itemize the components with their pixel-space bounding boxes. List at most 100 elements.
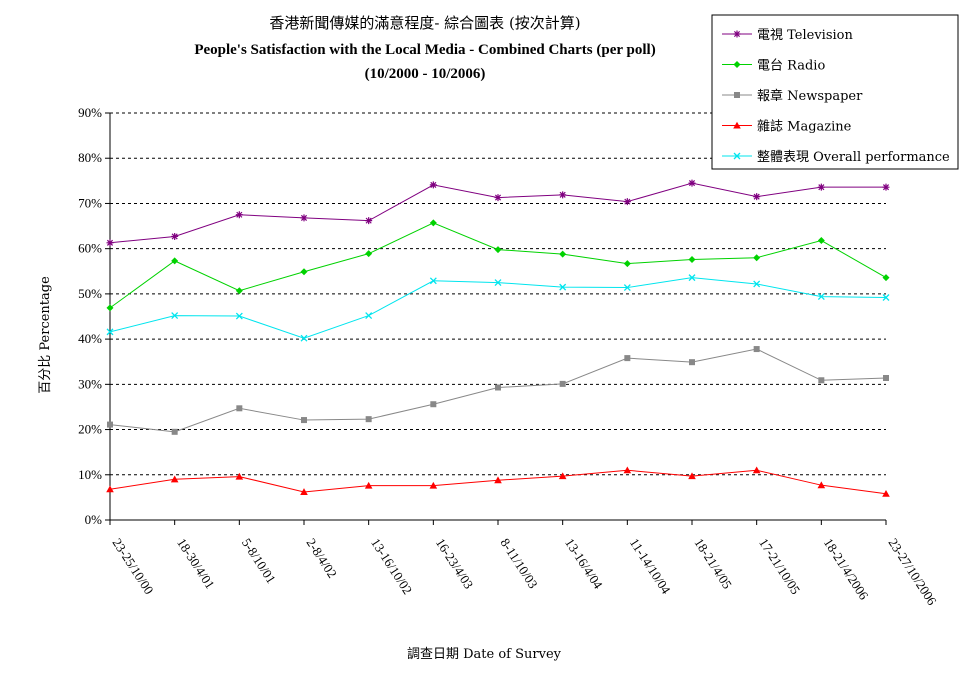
data-point	[688, 179, 696, 187]
data-point	[106, 328, 114, 336]
data-point	[689, 359, 695, 366]
data-point	[301, 417, 307, 424]
data-point	[883, 375, 889, 382]
axes	[109, 113, 886, 521]
data-point	[559, 191, 567, 199]
y-axis-label: 百分比 Percentage	[38, 276, 53, 394]
series-1	[106, 219, 890, 312]
y-tick-label: 60%	[78, 241, 102, 256]
data-point	[559, 250, 567, 258]
data-point	[623, 260, 631, 268]
data-point	[236, 405, 243, 412]
data-point	[364, 481, 373, 489]
y-tick-label: 90%	[78, 105, 102, 120]
data-point	[623, 284, 631, 292]
data-point	[300, 214, 308, 222]
chart-title: 香港新聞傳媒的滿意程度- 綜合圖表 (按次計算)	[269, 14, 580, 32]
data-point	[430, 401, 437, 408]
data-point	[623, 466, 632, 474]
data-point	[365, 416, 372, 423]
data-point	[688, 256, 696, 264]
data-point	[300, 488, 308, 496]
legend-label: 報章 Newspaper	[757, 88, 863, 104]
data-point	[559, 283, 567, 291]
chart-subtitle: People's Satisfaction with the Local Med…	[194, 42, 655, 58]
data-point	[882, 274, 890, 282]
legend-item: 電視 Television	[722, 28, 853, 43]
legend-marker	[733, 30, 741, 38]
y-tick-label: 30%	[78, 376, 102, 391]
data-point	[106, 485, 114, 493]
data-point	[688, 472, 696, 480]
y-tick-label: 80%	[78, 150, 102, 165]
chart-period: (10/2000 - 10/2006)	[365, 66, 486, 82]
legend-item: 電台 Radio	[722, 59, 825, 74]
data-point	[753, 254, 761, 262]
y-axis-ticks: 0% 10% 20% 30% 40% 50% 60% 70% 80% 90%	[78, 105, 110, 527]
data-point	[365, 217, 373, 225]
data-point	[235, 211, 243, 219]
data-point	[171, 428, 178, 435]
legend-label: 電視 Television	[757, 28, 853, 43]
data-point	[171, 312, 179, 320]
data-point	[170, 475, 179, 483]
series-group	[106, 179, 890, 497]
data-point	[429, 181, 437, 189]
legend-marker	[733, 152, 741, 160]
legend-box	[711, 14, 959, 170]
data-point	[365, 312, 373, 320]
legend-item: 整體表現 Overall performance	[722, 150, 950, 165]
data-point	[171, 232, 179, 240]
data-point	[429, 481, 438, 489]
data-point	[494, 246, 502, 254]
y-tick-label: 10%	[78, 467, 102, 482]
data-point	[429, 277, 437, 285]
series-3	[106, 466, 890, 497]
legend-label: 整體表現 Overall performance	[757, 150, 950, 165]
data-point	[494, 476, 502, 484]
data-point	[106, 239, 114, 247]
data-point	[753, 346, 760, 353]
legend-marker	[733, 61, 741, 68]
data-point	[558, 472, 567, 480]
data-point	[429, 219, 437, 227]
data-point	[818, 377, 825, 384]
data-point	[171, 257, 179, 265]
data-point	[235, 287, 243, 295]
legend-label: 電台 Radio	[757, 59, 825, 74]
y-tick-label: 20%	[78, 422, 102, 437]
data-point	[623, 198, 631, 206]
data-point	[882, 183, 890, 191]
data-point	[882, 294, 890, 301]
legend-marker	[733, 121, 741, 129]
legend: 電視 Television 電台 Radio 報章 Newspaper 雜誌 Maga…	[711, 14, 959, 170]
data-point	[365, 250, 373, 258]
y-tick-label: 40%	[78, 331, 102, 346]
data-point	[817, 237, 825, 245]
legend-item: 雜誌 Magazine	[722, 119, 852, 135]
y-tick-label: 50%	[78, 286, 102, 301]
data-point	[235, 312, 243, 320]
data-point	[495, 384, 501, 391]
data-point	[107, 421, 113, 428]
data-point	[300, 334, 308, 342]
series-2	[107, 346, 889, 435]
legend-item: 報章 Newspaper	[722, 88, 863, 104]
data-point	[752, 466, 761, 474]
legend-marker	[734, 92, 740, 98]
x-axis-label: 調查日期 Date of Survey	[407, 647, 562, 662]
y-tick-label: 70%	[78, 195, 102, 210]
data-point	[494, 279, 502, 287]
data-point	[624, 355, 631, 362]
data-point	[753, 193, 761, 201]
data-point	[753, 280, 761, 288]
data-point	[688, 274, 696, 282]
y-tick-label: 0%	[85, 512, 103, 527]
data-point	[559, 380, 566, 387]
data-point	[106, 304, 114, 312]
data-point	[817, 481, 826, 489]
data-point	[882, 489, 890, 497]
data-point	[817, 293, 825, 301]
data-point	[235, 472, 244, 480]
